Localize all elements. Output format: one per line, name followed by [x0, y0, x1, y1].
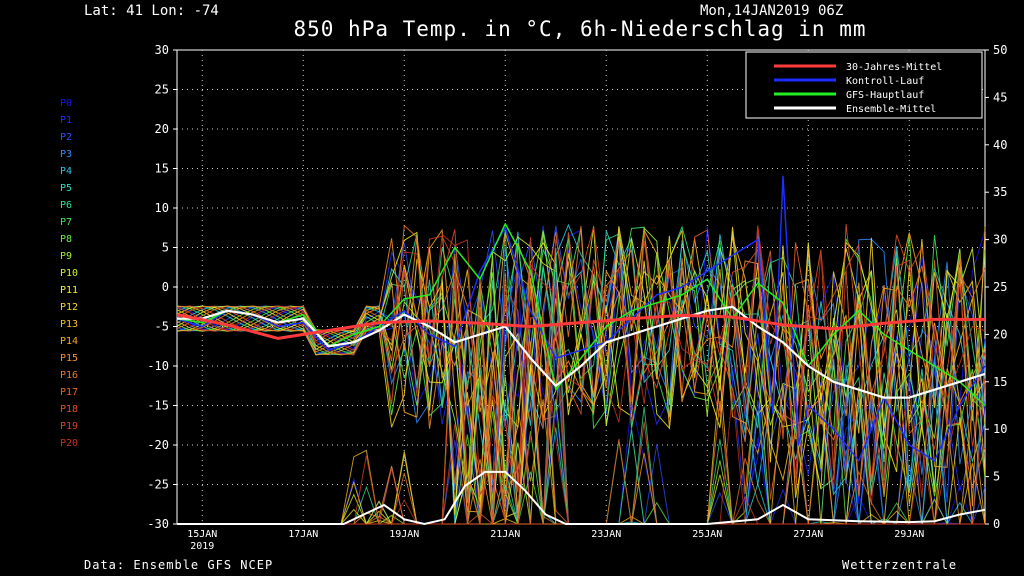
data-source-label: Data: Ensemble GFS NCEP	[84, 558, 274, 572]
member-label: P5	[60, 183, 73, 194]
y2-tick-label: 40	[993, 138, 1007, 152]
member-precip-line	[177, 399, 985, 525]
member-label: P11	[60, 285, 79, 296]
member-label: P3	[60, 149, 73, 160]
member-label: P20	[60, 438, 79, 449]
member-label: P4	[60, 166, 73, 177]
y-tick-label: 20	[155, 122, 169, 136]
x-tick-label: 21JAN	[490, 529, 520, 540]
y-tick-label: 0	[162, 280, 169, 294]
y-tick-label: -15	[147, 399, 169, 413]
member-label: P10	[60, 268, 79, 279]
precip-mean-line	[177, 470, 986, 526]
y2-tick-label: 35	[993, 185, 1007, 199]
member-label: P14	[60, 336, 79, 347]
location-label: Lat: 41 Lon: -74	[84, 3, 219, 19]
member-line	[176, 223, 986, 525]
y-tick-label: 30	[155, 43, 169, 57]
y2-tick-label: 20	[993, 327, 1007, 341]
x-tick-label: 17JAN	[288, 529, 318, 540]
y-tick-label: 15	[155, 162, 169, 176]
member-line	[176, 225, 986, 509]
member-label: P7	[60, 217, 73, 228]
x-tick-label: 19JAN	[389, 529, 419, 540]
member-label: P1	[60, 115, 73, 126]
member-label: P8	[60, 234, 73, 245]
member-line	[176, 225, 986, 503]
member-precip-line	[177, 397, 986, 525]
y-tick-label: 5	[162, 241, 169, 255]
y2-tick-label: 30	[993, 233, 1007, 247]
y-tick-label: -30	[147, 517, 169, 531]
member-label: P16	[60, 370, 79, 381]
member-line	[176, 226, 986, 511]
legend-label: GFS-Hauptlauf	[846, 90, 924, 101]
member-label: P0	[60, 98, 73, 109]
member-label: P19	[60, 421, 79, 432]
legend-label: 30-Jahres-Mittel	[846, 62, 942, 73]
y2-tick-label: 10	[993, 422, 1007, 436]
member-label: P6	[60, 200, 73, 211]
member-label: P9	[60, 251, 73, 262]
member-label: P12	[60, 302, 79, 313]
member-precip-line	[177, 395, 986, 525]
member-label: P17	[60, 387, 79, 398]
member-label: P15	[60, 353, 79, 364]
member-label: P2	[60, 132, 73, 143]
y-tick-label: 10	[155, 201, 169, 215]
y-tick-label: -10	[147, 359, 169, 373]
member-label: P18	[60, 404, 79, 415]
y2-tick-label: 5	[993, 470, 1000, 484]
chart-title: 850 hPa Temp. in °C, 6h-Niederschlag in …	[293, 17, 867, 41]
x-tick-label: 23JAN	[591, 529, 621, 540]
member-list: P0 P1 P2 P3 P4 P5 P6 P7 P8 P9 P10 P11 P12 P13 P14 P15 P1…	[60, 95, 78, 452]
member-line	[176, 229, 986, 521]
y-tick-label: -5	[155, 320, 169, 334]
x-tick-label: 29JAN	[894, 529, 924, 540]
y-tick-label: -20	[147, 438, 169, 452]
y2-tick-label: 0	[993, 517, 1000, 531]
x-tick-label: 25JAN	[692, 529, 722, 540]
y2-tick-label: 50	[993, 43, 1007, 57]
y2-tick-label: 15	[993, 375, 1007, 389]
series-mean-line	[177, 305, 986, 399]
series-clim-line	[176, 313, 985, 340]
x-tick-label: 15JAN	[187, 529, 217, 540]
legend-label: Kontroll-Lauf	[846, 76, 924, 87]
y-tick-label: -25	[147, 478, 169, 492]
x-tick-label: 27JAN	[793, 529, 823, 540]
series-main-line	[176, 223, 986, 407]
member-label: P13	[60, 319, 79, 330]
y-tick-label: 25	[155, 83, 169, 97]
member-line	[176, 226, 986, 508]
member-line	[176, 230, 986, 497]
y2-tick-label: 25	[993, 280, 1007, 294]
legend-label: Ensemble-Mittel	[846, 104, 936, 115]
x-tick-sublabel: 2019	[190, 541, 214, 552]
run-timestamp: Mon,14JAN2019 06Z	[700, 3, 844, 19]
member-line	[176, 224, 986, 496]
y2-tick-label: 45	[993, 90, 1007, 104]
brand-label: Wetterzentrale	[842, 558, 958, 572]
